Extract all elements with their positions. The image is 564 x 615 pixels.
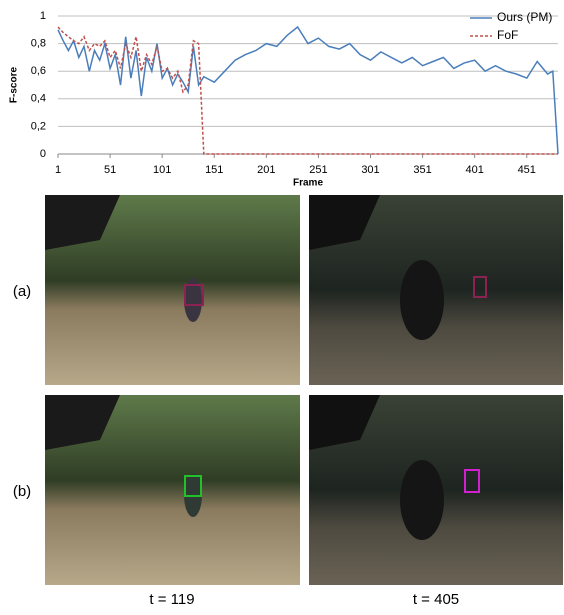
x-tick-label: 401 <box>465 164 483 176</box>
x-tick-label: 251 <box>309 164 327 176</box>
bounding-box <box>473 276 487 298</box>
series-line <box>57 26 558 155</box>
y-tick-label: 0 <box>40 148 46 160</box>
x-axis-label: Frame <box>293 178 323 189</box>
y-tick-label: 0,2 <box>31 120 46 132</box>
rider <box>184 278 202 322</box>
rider <box>400 460 444 540</box>
bounding-box <box>184 284 204 306</box>
x-tick-label: 1 <box>55 164 61 176</box>
rider <box>400 260 444 340</box>
x-tick-label: 201 <box>257 164 275 176</box>
row-label: (a) <box>13 283 31 300</box>
x-tick-label: 451 <box>518 164 536 176</box>
series-line <box>57 25 559 155</box>
photo-shade <box>309 395 380 450</box>
x-tick-label: 351 <box>413 164 431 176</box>
y-axis-label: F-score <box>9 67 20 104</box>
photo-shade <box>45 395 120 450</box>
y-tick-label: 0,6 <box>31 65 46 77</box>
legend-label: FoF <box>497 28 518 42</box>
row-label: (b) <box>13 483 31 500</box>
x-tick-label: 301 <box>361 164 379 176</box>
y-tick-label: 0,4 <box>31 93 46 105</box>
y-tick-label: 0,8 <box>31 38 46 50</box>
y-tick-label: 1 <box>40 10 46 22</box>
bounding-box <box>464 469 480 493</box>
x-tick-label: 101 <box>153 164 171 176</box>
bounding-box <box>184 475 202 497</box>
photos <box>45 195 563 585</box>
photo-shade <box>309 195 380 250</box>
column-label: t = 119 <box>149 591 194 608</box>
x-tick-label: 151 <box>205 164 223 176</box>
legend-label: Ours (PM) <box>497 10 552 24</box>
x-tick-label: 51 <box>104 164 116 176</box>
photo-shade <box>45 195 120 250</box>
column-label: t = 405 <box>413 591 459 608</box>
